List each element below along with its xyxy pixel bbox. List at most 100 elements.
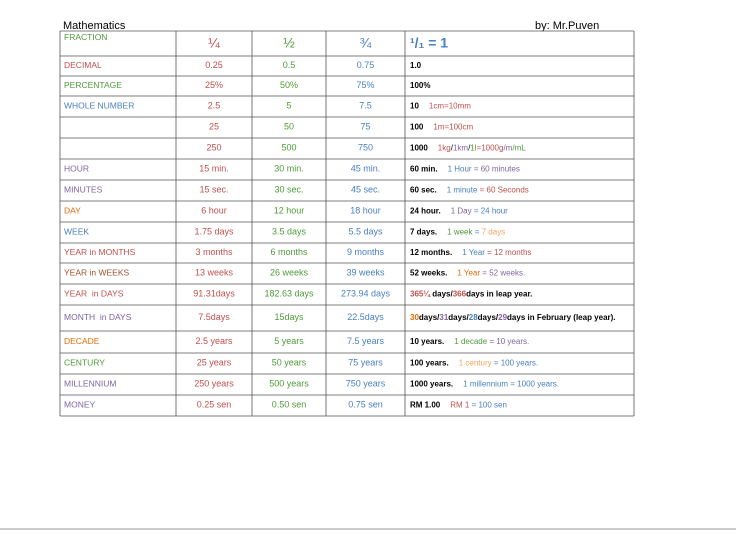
- text-part: 28: [469, 313, 478, 322]
- text-part: 1 Day: [451, 207, 472, 216]
- text-part: 1000: [410, 144, 428, 153]
- text-part: 7 days: [482, 228, 506, 237]
- text-part: 1 week: [447, 228, 473, 237]
- cell-text: 75%: [356, 80, 374, 90]
- cell-text: 10 years. 1 decade = 10 years.: [410, 337, 529, 346]
- cell-text: 0.5: [283, 60, 296, 70]
- text-part: 1 Hour: [448, 165, 472, 174]
- cell-text: 75: [360, 122, 370, 132]
- text-part: 3.5 days: [272, 227, 307, 237]
- text-part: /: [451, 144, 454, 153]
- cell-text: 5 years: [274, 336, 304, 346]
- text-part: 1.75 days: [194, 227, 234, 237]
- text-part: days in leap year.: [466, 290, 532, 299]
- text-part: CENTURY: [64, 358, 105, 368]
- text-part: days/: [430, 290, 453, 299]
- text-part: 30: [410, 313, 419, 322]
- text-part: 25: [209, 122, 219, 132]
- cell-text: 182.63 days: [264, 289, 314, 299]
- text-part: 1 decade: [454, 337, 487, 346]
- text-part: 0.25 sen: [197, 400, 232, 410]
- cell-text: 750 years: [346, 379, 386, 389]
- cell-text: 3 months: [195, 247, 233, 257]
- text-part: /: [468, 144, 471, 153]
- cell-text: 1.75 days: [194, 227, 234, 237]
- cell-text: 0.50 sen: [272, 400, 307, 410]
- text-part: 12 months.: [410, 248, 452, 257]
- text-part: MONTH in DAYS: [64, 312, 132, 322]
- text-part: YEAR in DAYS: [64, 289, 124, 299]
- cell-text: 0.75: [357, 60, 375, 70]
- cell-text: 0.25 sen: [197, 400, 232, 410]
- cell-text: 15 sec.: [199, 185, 228, 195]
- text-part: 5 years: [274, 336, 304, 346]
- text-part: 1km: [453, 144, 468, 153]
- text-part: 2.5: [208, 101, 221, 111]
- text-part: 25 years: [197, 358, 232, 368]
- cell-text: 24 hour. 1 Day = 24 hour: [410, 207, 508, 216]
- text-part: MONEY: [64, 400, 96, 410]
- row-label: MILLENNIUM: [64, 379, 116, 389]
- text-part: 750: [358, 143, 373, 153]
- text-part: 250: [206, 143, 221, 153]
- text-part: 75%: [356, 80, 374, 90]
- text-part: 30 sec.: [274, 185, 303, 195]
- text-part: WHOLE NUMBER: [64, 101, 134, 111]
- title: Mathematics: [63, 20, 126, 32]
- cell-text: ½: [283, 34, 295, 50]
- cell-text: 45 sec.: [351, 185, 380, 195]
- text-part: ½: [283, 34, 295, 50]
- text-part: 50 years: [272, 358, 307, 368]
- text-part: 365¼: [410, 290, 431, 299]
- text-part: 15 min.: [199, 164, 229, 174]
- cell-text: 30 sec.: [274, 185, 303, 195]
- row-label: PERCENTAGE: [64, 80, 122, 90]
- cell-text: 2.5 years: [195, 336, 233, 346]
- text-part: = 12 months: [485, 248, 531, 257]
- text-part: 25%: [205, 80, 223, 90]
- text-part: 2.5 years: [195, 336, 233, 346]
- text-part: 1 Year: [462, 248, 485, 257]
- text-part: = 60 minutes: [472, 165, 520, 174]
- text-part: 60 sec.: [410, 186, 437, 195]
- text-part: 5: [286, 101, 291, 111]
- cell-text: 13 weeks: [195, 268, 234, 278]
- cell-text: 7 days. 1 week = 7 days: [410, 228, 505, 237]
- text-part: days/: [419, 313, 440, 322]
- cell-text: 22.5days: [347, 312, 384, 322]
- text-part: 1 century: [459, 359, 492, 368]
- cell-text: 7.5days: [198, 312, 230, 322]
- cell-text: 7.5 years: [347, 336, 385, 346]
- text-part: /mL: [512, 144, 526, 153]
- text-part: MINUTES: [64, 185, 103, 195]
- text-part: 39 weeks: [346, 268, 385, 278]
- cell-text: 6 hour: [201, 206, 227, 216]
- text-part: WEEK: [64, 227, 89, 237]
- text-part: 5.5 days: [348, 227, 383, 237]
- text-part: 75: [360, 122, 370, 132]
- cell-text: ¾: [360, 34, 372, 50]
- text-part: 0.50 sen: [272, 400, 307, 410]
- text-part: 1l: [470, 144, 476, 153]
- text-part: =1000g: [477, 144, 504, 153]
- text-part: 10 years.: [410, 337, 444, 346]
- text-part: 500 years: [269, 379, 309, 389]
- text-part: 7.5 years: [347, 336, 385, 346]
- cell-text: 50%: [280, 80, 298, 90]
- text-part: days/: [448, 313, 469, 322]
- cell-text: 5.5 days: [348, 227, 383, 237]
- cell-text: 15 min.: [199, 164, 229, 174]
- text-part: 1000 years.: [410, 380, 453, 389]
- text-part: 0.5: [283, 60, 296, 70]
- text-part: 26 weeks: [270, 268, 309, 278]
- row-label: HOUR: [64, 164, 89, 174]
- table-grid: [59, 30, 635, 417]
- row-label: DECIMAL: [64, 60, 102, 70]
- text-part: 500: [281, 143, 296, 153]
- text-part: 1cm=10mm: [429, 102, 471, 111]
- cell-text: ¼: [208, 34, 220, 50]
- cell-text: 18 hour: [350, 206, 381, 216]
- text-part: 273.94 days: [341, 289, 391, 299]
